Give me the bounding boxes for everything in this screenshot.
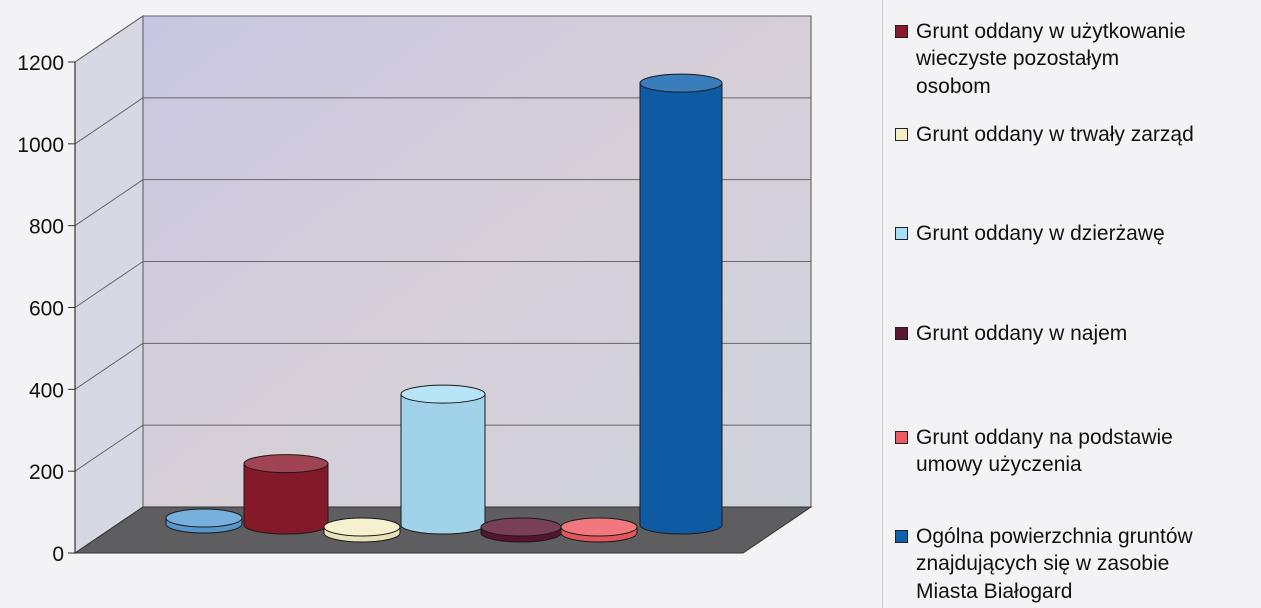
y-tick-label: 0 [52,543,64,566]
gridline [74,179,144,227]
legend-label: Ogólna powierzchnia gruntów znajdujących… [916,525,1193,603]
legend-item: Grunt oddany na podstawie umowy użyczeni… [895,424,1257,479]
gridline [74,97,144,145]
bar-3 [480,517,562,543]
chart-area: 0 200 400 600 800 1000 1200 [17,15,813,566]
cylinder-top [243,454,329,474]
legend-item: Ogólna powierzchnia gruntów znajdujących… [895,523,1257,605]
cylinder-top [639,73,723,93]
legend-label: Grunt oddany w najem [916,322,1128,345]
legend-label: Grunt oddany w dzierżawę [916,222,1165,245]
bar-4 [560,517,638,543]
extra-disc [165,508,243,534]
y-tick-label: 1200 [17,52,64,75]
bar-2 [400,384,486,535]
y-tick-label: 600 [29,298,64,321]
bar-1 [323,517,401,543]
legend-label: Grunt oddany w trwały zarząd [916,123,1194,146]
y-tick-label: 1000 [17,134,64,157]
legend-label: Grunt oddany na podstawie umowy użyczeni… [916,426,1173,477]
legend-swatch [895,25,908,38]
legend-swatch [895,431,908,444]
legend-item: Grunt oddany w najem [895,320,1257,347]
cylinder-top [323,517,401,537]
legend-swatch [895,128,908,141]
legend-item: Grunt oddany w dzierżawę [895,220,1257,247]
cylinder-body [243,463,329,535]
legend-item: Grunt oddany w trwały zarząd [895,121,1257,148]
legend: Grunt oddany w użytkowanie wieczyste poz… [882,0,1261,608]
y-tick-label: 200 [29,461,64,484]
legend-label: Grunt oddany w użytkowanie wieczyste poz… [916,20,1186,98]
legend-swatch [895,530,908,543]
gridline [74,424,144,472]
legend-swatch [895,227,908,240]
cylinder-body [639,82,723,535]
cylinder-top [165,508,243,528]
y-tick-label: 800 [29,216,64,239]
cylinder-body [400,393,486,535]
bar-0 [243,454,329,535]
cylinder-top [480,517,562,537]
gridline [74,261,144,308]
legend-item: Grunt oddany w użytkowanie wieczyste poz… [895,18,1257,100]
cylinder-top [560,517,638,537]
y-tick-label: 400 [29,379,64,402]
cylinder-top [400,384,486,404]
bar-5 [639,73,723,535]
gridline [74,15,144,63]
gridline [74,342,144,390]
legend-swatch [895,327,908,340]
